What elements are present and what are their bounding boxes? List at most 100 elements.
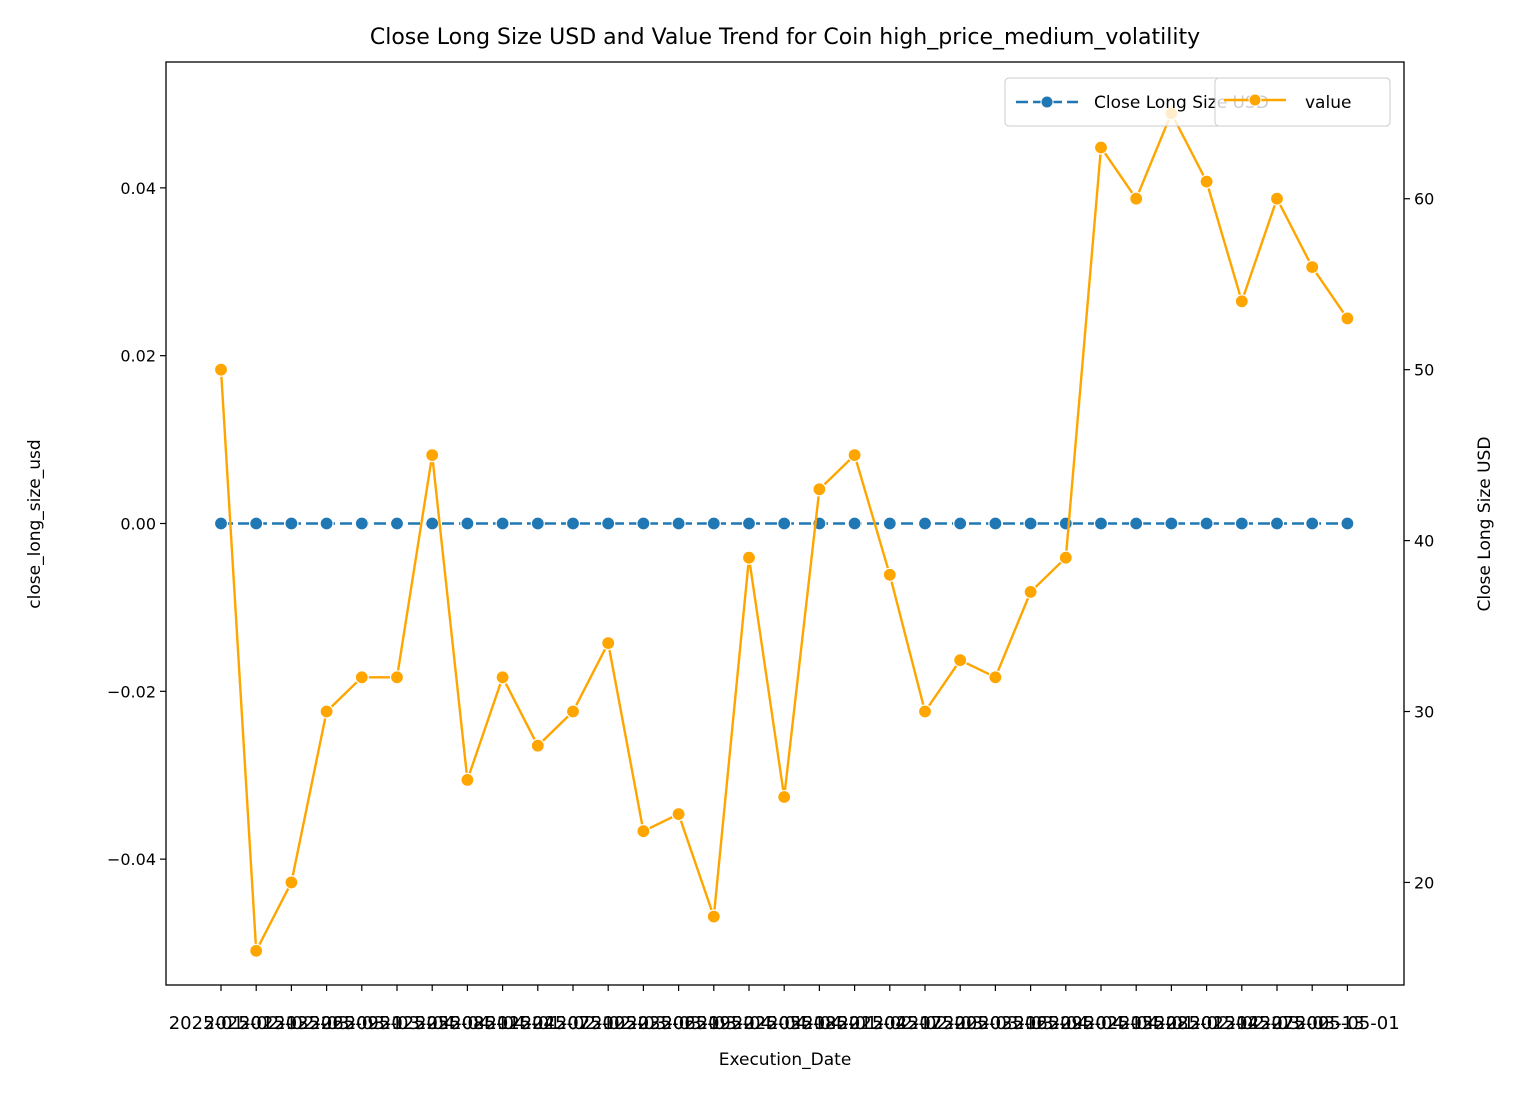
data-point-close-long-size-usd — [777, 516, 792, 531]
data-point-value — [812, 482, 827, 497]
data-point-close-long-size-usd — [530, 516, 545, 531]
x-tick-label: 2025-03-13 — [1260, 1013, 1365, 1034]
x-tick-label: 2025-04-15 — [1049, 1013, 1154, 1034]
x-tick-label: 2025-01-04 — [802, 1013, 907, 1034]
data-point-close-long-size-usd — [460, 516, 475, 531]
data-point-close-long-size-usd — [953, 516, 968, 531]
left-y-axis: −0.04 −0.02 0.00 0.02 0.04 — [107, 179, 166, 869]
x-tick-label: 2025-02-27 — [1189, 1013, 1294, 1034]
x-tick-label: 2025-03-06 — [591, 1013, 696, 1034]
x-tick-label: 2025-01-01 — [1119, 1013, 1224, 1034]
data-point-value — [1199, 174, 1214, 189]
x-tick-label: 2025-04-21 — [767, 1013, 872, 1034]
data-point-close-long-size-usd — [636, 516, 651, 531]
data-point-close-long-size-usd — [1164, 516, 1179, 531]
data-point-value — [636, 824, 651, 839]
data-point-value — [1093, 140, 1109, 155]
data-point-value — [530, 738, 545, 753]
data-point-close-long-size-usd — [319, 516, 334, 531]
legend-left-marker — [1040, 95, 1054, 109]
data-point-close-long-size-usd — [917, 516, 933, 531]
data-point-value — [1234, 294, 1249, 309]
x-tick-label: 2025-03-22 — [661, 1013, 766, 1034]
data-point-close-long-size-usd — [1093, 516, 1109, 531]
data-point-value — [1269, 191, 1285, 206]
left-y-tick-label: 0.00 — [120, 515, 156, 534]
data-point-value — [565, 704, 581, 719]
x-tick-label: 2025-02-20 — [873, 1013, 978, 1034]
legend-right-box — [1214, 77, 1391, 127]
series-layer — [213, 106, 1355, 958]
x-tick-label: 2025-04-08 — [380, 1013, 485, 1034]
data-point-close-long-size-usd — [1340, 516, 1355, 531]
data-point-close-long-size-usd — [389, 516, 405, 531]
data-point-value — [1023, 584, 1038, 600]
x-tick-label: 2025-04-24 — [450, 1013, 555, 1034]
x-tick-label: 2025-03-09 — [274, 1013, 379, 1034]
x-tick-label: 2025-02-23 — [556, 1013, 661, 1034]
right-y-tick-label: 40 — [1414, 532, 1434, 551]
x-tick-label: 2025-02-14 — [1154, 1013, 1259, 1034]
data-point-value — [953, 653, 968, 668]
data-point-close-long-size-usd — [354, 516, 369, 531]
x-tick-label: 2025-02-17 — [837, 1013, 942, 1034]
data-point-close-long-size-usd — [1023, 516, 1038, 531]
left-y-tick-label: 0.02 — [120, 347, 156, 366]
data-point-value — [741, 550, 757, 565]
data-point-close-long-size-usd — [988, 516, 1003, 531]
data-point-close-long-size-usd — [213, 516, 229, 531]
data-point-close-long-size-usd — [741, 516, 757, 531]
x-axis-label: Execution_Date — [719, 1050, 852, 1070]
data-point-value — [601, 635, 616, 651]
x-tick-label: 2025-03-29 — [978, 1013, 1083, 1034]
x-tick-label: 2025-03-00 — [1225, 1013, 1330, 1034]
x-tick-label: 2025-03-25 — [345, 1013, 450, 1034]
x-tick-label: 2025-01-01 — [169, 1013, 274, 1034]
left-y-tick-label: 0.04 — [120, 179, 156, 198]
x-tick-label: 2025-05-01 — [1295, 1013, 1400, 1034]
data-point-value — [1340, 311, 1355, 326]
left-y-axis-label: close_long_size_usd — [25, 439, 45, 608]
data-point-value — [425, 448, 440, 463]
data-point-close-long-size-usd — [565, 516, 581, 531]
data-point-close-long-size-usd — [495, 516, 510, 531]
right-y-tick-label: 50 — [1414, 361, 1434, 380]
data-point-value — [777, 789, 792, 805]
x-tick-label: 2025-04-18 — [732, 1013, 837, 1034]
data-point-value — [671, 806, 686, 822]
data-point-close-long-size-usd — [1199, 516, 1214, 531]
x-tick-label: 2025-03-03 — [908, 1013, 1013, 1034]
x-tick-label: 2025-04-02 — [1013, 1013, 1118, 1034]
x-axis: 2025-01-012025-02-132025-02-262025-03-09… — [169, 985, 1400, 1034]
data-point-value — [389, 670, 405, 685]
legend-right-axis: value — [1214, 77, 1391, 127]
left-y-tick-label: −0.02 — [107, 682, 156, 701]
data-point-close-long-size-usd — [671, 516, 686, 531]
data-point-value — [319, 704, 334, 719]
chart-title: Close Long Size USD and Value Trend for … — [370, 25, 1200, 50]
x-tick-label: 2025-02-13 — [204, 1013, 309, 1034]
data-point-value — [495, 670, 510, 685]
data-point-value — [213, 362, 229, 377]
data-point-close-long-size-usd — [1305, 516, 1320, 531]
data-point-value — [460, 772, 475, 788]
data-point-close-long-size-usd — [425, 516, 440, 531]
data-point-value — [706, 909, 721, 924]
right-y-tick-label: 20 — [1414, 873, 1434, 892]
right-y-axis-label: Close Long Size USD — [1475, 437, 1495, 612]
data-point-value — [988, 670, 1003, 685]
legend-right-marker — [1248, 93, 1262, 107]
data-point-close-long-size-usd — [882, 516, 897, 531]
x-tick-label: 2025-04-05 — [697, 1013, 802, 1034]
x-tick-label: 2025-04-11 — [415, 1013, 520, 1034]
data-point-close-long-size-usd — [1234, 516, 1249, 531]
data-point-value — [1129, 191, 1144, 206]
right-y-axis: 20 30 40 50 60 — [1404, 190, 1434, 892]
data-point-close-long-size-usd — [1129, 516, 1144, 531]
data-point-close-long-size-usd — [284, 516, 299, 531]
data-point-value — [882, 567, 897, 582]
x-tick-label: 2025-02-26 — [239, 1013, 344, 1034]
data-point-close-long-size-usd — [1058, 516, 1073, 531]
